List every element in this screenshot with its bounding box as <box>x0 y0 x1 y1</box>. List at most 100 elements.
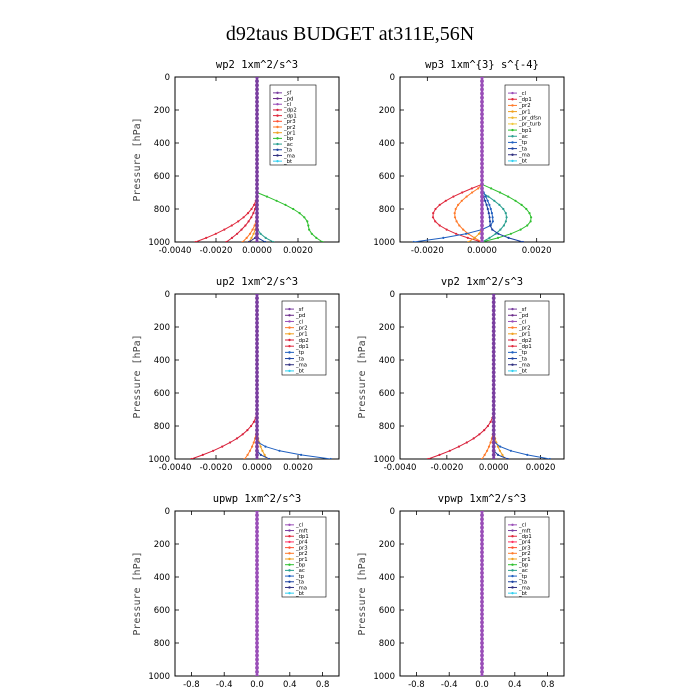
series-marker-cl <box>255 641 259 645</box>
series-marker-dp2 <box>241 433 244 436</box>
y-tick-label: 800 <box>379 205 395 215</box>
series-marker-sf <box>255 424 259 428</box>
series-marker-dp1 <box>431 216 435 219</box>
y-tick-label: 600 <box>154 606 170 616</box>
series-marker-dp2 <box>427 457 430 459</box>
series-marker-dp2 <box>448 449 451 452</box>
series-marker-ta <box>489 224 492 227</box>
series-marker-ta <box>491 228 494 231</box>
series-marker-ac <box>498 203 501 206</box>
series-marker-sf <box>255 219 259 224</box>
x-tick-label: 0.0000 <box>467 246 497 256</box>
series-marker-sf <box>255 448 259 453</box>
y-tick-label: 400 <box>154 356 170 366</box>
series-marker-pr2 <box>248 232 252 235</box>
legend-marker <box>511 98 514 101</box>
series-marker-dp1 <box>237 220 240 223</box>
series-marker-bp1 <box>526 224 529 227</box>
series-marker-pr2 <box>248 449 252 452</box>
series-marker-cl <box>480 149 484 154</box>
series-marker-bp1 <box>490 187 493 190</box>
series-marker-dp2 <box>235 437 239 440</box>
legend-marker <box>511 320 514 323</box>
panel-5: upwp 1xm^2/s^3 0 200 400 600 800 1000 Pressure … <box>132 493 340 690</box>
y-tick-label: 1000 <box>373 455 395 465</box>
series-marker-cl <box>480 165 484 170</box>
series-marker-pr1 <box>259 445 262 448</box>
legend-label: _pr1 <box>518 557 531 563</box>
legend-marker <box>511 110 514 113</box>
series-marker-cl <box>480 91 484 96</box>
series-marker-sf <box>255 440 259 445</box>
legend-label: _ma <box>518 585 530 591</box>
series-marker-ta <box>485 203 488 206</box>
series-marker-dp2 <box>250 424 253 428</box>
series-marker-pr2 <box>480 457 484 459</box>
series-marker-cl <box>480 571 484 575</box>
legend-label: _dp1 <box>518 534 532 540</box>
series-marker-sf <box>255 387 259 391</box>
series-marker-cl <box>255 604 259 608</box>
legend-marker <box>288 357 291 360</box>
series-marker-cl <box>255 542 259 546</box>
legend-label: _ma <box>518 363 530 369</box>
x-tick-label: -0.8 <box>183 680 200 690</box>
series-marker-pr2 <box>453 216 457 219</box>
series-marker-cl <box>255 529 259 534</box>
legend-label: _ta <box>518 146 527 152</box>
series-marker-cl <box>255 628 259 633</box>
series-marker-dp2 <box>252 212 255 215</box>
x-tick-label: 0.0000 <box>479 463 509 473</box>
series-marker-cl <box>255 511 259 513</box>
legend: _sf_pd_cl_dp2_dp1_pr3_pr2_pr1_bp_ac_ta_m… <box>269 84 317 166</box>
legend-label: _pr1 <box>518 109 531 115</box>
series-marker-bp <box>275 199 278 202</box>
legend-marker <box>511 159 514 163</box>
series-marker-pr2 <box>477 187 480 190</box>
series-marker-sf <box>255 300 259 305</box>
series-marker-cl <box>255 674 259 676</box>
legend-marker <box>511 540 514 544</box>
series-marker-sf <box>491 432 496 437</box>
series-group <box>190 294 332 459</box>
series-marker-ta <box>487 212 490 215</box>
legend-label: _ac <box>283 142 293 148</box>
series-marker-ta <box>268 457 271 459</box>
legend-marker <box>511 326 514 329</box>
legend-label: _dp1 <box>295 344 309 350</box>
series-marker-dp1 <box>445 228 448 231</box>
x-tick-label: -0.0040 <box>159 463 192 473</box>
series-marker-ta <box>488 216 491 219</box>
series-marker-dp1 <box>194 240 197 242</box>
panel-6: vpwp 1xm^2/s^3 0 200 400 600 800 1000 Pressure … <box>357 493 565 690</box>
series-marker-dp1 <box>455 232 458 235</box>
panel-title: wp3 1xm^{3} s^{-4} <box>425 59 539 71</box>
series-marker-cl <box>480 219 484 224</box>
series-marker-sf <box>255 354 259 358</box>
series-marker-cl <box>255 608 259 612</box>
series-marker-sf <box>491 415 496 420</box>
series-marker-ta <box>259 453 262 456</box>
series-marker-cl <box>255 616 259 621</box>
series-marker-bp <box>298 212 301 215</box>
series-marker-sf <box>255 227 259 232</box>
panels-container: wp2 1xm^2/s^3 0 200 400 600 800 1000 Pressure [… <box>132 59 565 690</box>
series-marker-sf <box>255 403 259 408</box>
series-marker-tp <box>548 457 551 459</box>
series-marker-cl <box>255 571 259 575</box>
series-marker-bp <box>308 228 311 231</box>
series-marker-cl <box>255 538 259 542</box>
series-marker-sf <box>255 194 259 199</box>
series-marker-dp2 <box>246 429 249 432</box>
y-tick-label: 1000 <box>373 238 395 248</box>
series-marker-pr1 <box>252 232 255 235</box>
series-marker-sf <box>255 333 259 338</box>
legend-marker <box>511 104 514 107</box>
series-marker-sf <box>491 370 496 375</box>
series-marker-sf <box>255 329 259 333</box>
legend-label: _cl <box>283 102 291 108</box>
series-marker-tp <box>484 195 487 198</box>
series-marker-bp1 <box>507 195 510 198</box>
series-marker-sf <box>255 120 259 125</box>
legend-label: _bp <box>283 136 294 142</box>
